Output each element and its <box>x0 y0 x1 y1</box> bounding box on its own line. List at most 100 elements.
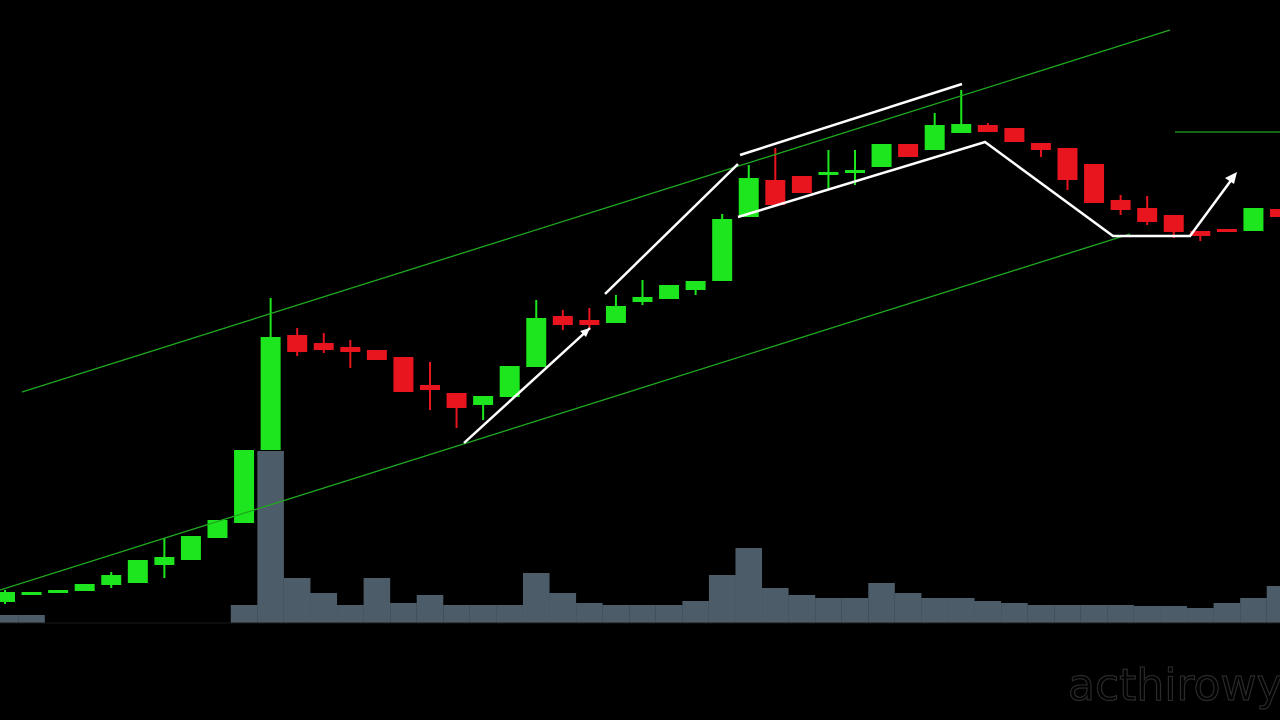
candle-body <box>765 180 786 205</box>
annotations <box>0 29 1280 591</box>
volume-bar <box>443 605 470 623</box>
volume-bar <box>496 605 523 623</box>
volume-bar <box>735 548 763 623</box>
candle-body <box>21 592 42 595</box>
volume-bar <box>549 593 577 623</box>
volume-bar <box>1054 605 1081 623</box>
volume-bar <box>921 598 948 623</box>
volume-bar <box>708 575 736 623</box>
volume-bar <box>894 593 922 623</box>
candle-body <box>313 343 334 350</box>
volume-bar <box>1187 608 1214 623</box>
candle-body <box>712 219 733 281</box>
candle-body <box>1084 164 1105 203</box>
candle-body <box>0 592 15 602</box>
volume-bar <box>1107 605 1134 623</box>
volume-bar <box>762 588 789 623</box>
wedge-path <box>737 140 1237 238</box>
volume-bar <box>1133 606 1161 623</box>
volume-bar <box>602 605 630 623</box>
candle-body <box>180 536 201 560</box>
candle-body <box>685 281 706 290</box>
candle-body <box>552 316 573 325</box>
candle-body <box>48 590 69 593</box>
candle-body <box>234 450 255 523</box>
candle-body <box>420 385 440 390</box>
candle-body <box>1163 215 1184 232</box>
volume-bar <box>522 573 550 623</box>
candle-body <box>951 124 972 133</box>
trend-arrow <box>463 327 591 444</box>
candle-body <box>924 125 945 150</box>
candle-body <box>605 306 626 323</box>
candle-body <box>101 575 122 585</box>
candle-body <box>207 520 228 538</box>
arrow-head <box>1225 172 1237 184</box>
candle-body <box>659 285 680 299</box>
candle-body <box>738 178 759 217</box>
volume-bar <box>1080 605 1108 623</box>
candle-body <box>1190 231 1211 236</box>
volume-bar <box>815 598 842 623</box>
volume-bar <box>18 615 45 623</box>
trend-line <box>604 163 739 295</box>
candle-body <box>1057 148 1078 180</box>
candle-body <box>1004 128 1025 142</box>
candle-body <box>127 560 148 583</box>
volume-bar <box>655 605 683 623</box>
volume-bar <box>1213 603 1241 623</box>
volume-bar <box>947 598 975 623</box>
candle-body <box>1270 209 1280 217</box>
candle-body <box>1110 200 1131 210</box>
volume-bar <box>1160 606 1188 623</box>
candle-body <box>446 393 467 408</box>
volume-bar <box>841 598 869 623</box>
candle-body <box>1030 143 1051 150</box>
candles <box>0 90 1280 604</box>
volume-bar <box>337 605 364 623</box>
candle-body <box>1137 208 1158 222</box>
candle-body <box>898 144 919 157</box>
volume-bar <box>310 593 338 623</box>
arrow-head <box>580 328 590 337</box>
channel-lower <box>0 233 1131 591</box>
volume-bar <box>1001 603 1028 623</box>
candle-body <box>499 366 520 397</box>
volume-bar <box>416 595 444 623</box>
candle-body <box>1216 229 1237 232</box>
volume-bar <box>788 595 816 623</box>
volume-pane <box>0 451 1280 623</box>
volume-bar <box>1240 598 1267 623</box>
candle-body <box>1243 208 1264 231</box>
candle-body <box>632 297 653 302</box>
candle-body <box>579 320 600 325</box>
volume-bar <box>868 583 895 623</box>
volume-bar <box>230 605 258 623</box>
candle-body <box>526 318 547 367</box>
candle-body <box>74 584 95 591</box>
volume-bar <box>682 601 709 623</box>
channel-upper <box>21 29 1171 393</box>
candle-body <box>366 350 387 360</box>
candle-body <box>393 357 414 392</box>
volume-bar <box>1027 605 1055 623</box>
wedge-upper <box>739 82 963 157</box>
candle-body <box>154 557 175 565</box>
candle-body <box>473 396 494 405</box>
volume-bar <box>629 605 656 623</box>
volume-bar <box>469 605 497 623</box>
volume-bar <box>390 603 417 623</box>
volume-bar <box>0 615 19 623</box>
candle-body <box>260 337 281 450</box>
volume-bar <box>974 601 1002 623</box>
volume-bar <box>1266 586 1280 623</box>
candle-body <box>845 170 865 173</box>
candle-body <box>871 144 892 167</box>
volume-bar <box>283 578 311 623</box>
volume-bar <box>257 451 284 623</box>
candle-body <box>287 335 308 352</box>
watermark: acthirowys <box>1068 660 1280 711</box>
candle-body <box>977 125 998 132</box>
